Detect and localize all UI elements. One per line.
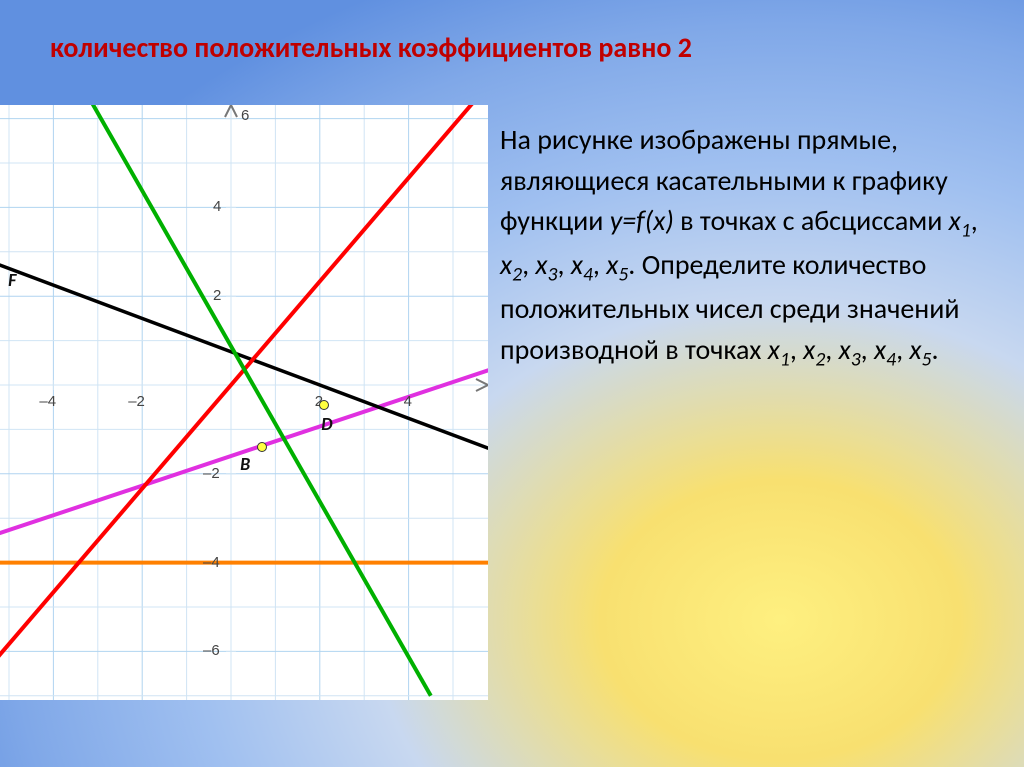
- x1b: x1: [768, 332, 790, 367]
- x3: x3: [535, 247, 557, 282]
- function-notation: y=f(x): [610, 203, 674, 238]
- x3b: x3: [839, 332, 861, 367]
- point-B: [257, 442, 267, 452]
- x2b: x2: [803, 332, 825, 367]
- x5b: x5: [909, 332, 931, 367]
- chart-lines: [0, 105, 488, 700]
- x2: x2: [500, 247, 522, 282]
- page-title: количество положительных коэффициентов р…: [50, 30, 692, 65]
- x5: x5: [606, 247, 628, 282]
- x4b: x4: [874, 332, 896, 367]
- point-label-F: F: [8, 269, 16, 291]
- point-D: [319, 400, 329, 410]
- point-label-B: B: [240, 453, 250, 475]
- text-part-2: в точках с абсциссами: [680, 203, 949, 238]
- x4: x4: [571, 247, 593, 282]
- chart-panel: –4–224–6–4–2246 FBD: [0, 105, 488, 700]
- point-label-D: D: [321, 413, 332, 435]
- problem-text: На рисунке изображены прямые, являющиеся…: [500, 120, 1010, 374]
- x1: x1: [949, 203, 971, 238]
